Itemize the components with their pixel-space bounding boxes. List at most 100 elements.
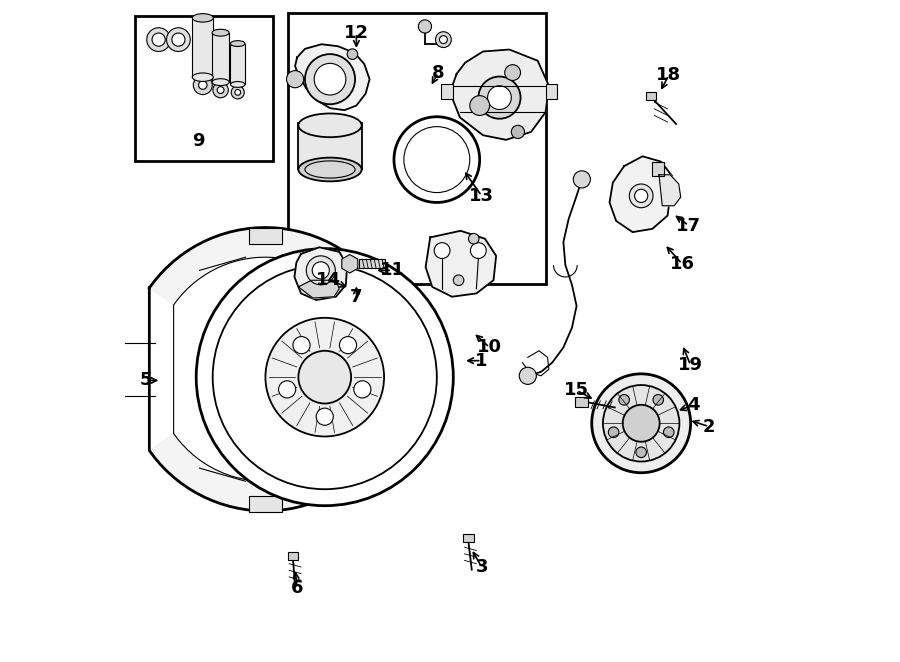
Text: 5: 5: [140, 371, 152, 389]
Circle shape: [478, 77, 520, 118]
Circle shape: [147, 28, 170, 52]
Text: 10: 10: [477, 338, 502, 356]
Circle shape: [608, 427, 619, 438]
Bar: [288, 553, 299, 561]
Circle shape: [404, 126, 470, 193]
Circle shape: [623, 405, 660, 442]
Bar: [249, 228, 282, 244]
Bar: [230, 44, 245, 85]
Ellipse shape: [212, 29, 230, 36]
Circle shape: [314, 64, 346, 95]
Circle shape: [212, 265, 436, 489]
Circle shape: [235, 89, 240, 95]
Text: 13: 13: [469, 187, 494, 205]
Circle shape: [152, 33, 166, 46]
Circle shape: [199, 81, 207, 89]
Bar: [299, 123, 362, 169]
Circle shape: [519, 367, 536, 385]
Ellipse shape: [193, 73, 213, 81]
Text: 9: 9: [192, 132, 204, 150]
Ellipse shape: [230, 81, 245, 87]
Polygon shape: [294, 248, 347, 300]
Bar: [646, 93, 656, 100]
Circle shape: [194, 75, 212, 95]
Circle shape: [279, 381, 296, 398]
Circle shape: [312, 261, 329, 279]
Text: 6: 6: [291, 579, 303, 597]
Circle shape: [454, 275, 464, 285]
Circle shape: [316, 408, 333, 425]
Polygon shape: [342, 254, 358, 273]
Circle shape: [634, 189, 648, 203]
Text: 1: 1: [475, 352, 488, 369]
Circle shape: [354, 381, 371, 398]
Text: 19: 19: [678, 356, 703, 374]
Polygon shape: [149, 228, 407, 511]
Bar: [575, 397, 589, 407]
Circle shape: [511, 125, 525, 138]
Text: 12: 12: [344, 24, 369, 42]
Circle shape: [619, 395, 629, 405]
Circle shape: [286, 71, 303, 88]
Bar: [249, 496, 282, 512]
Circle shape: [471, 243, 486, 258]
Text: 15: 15: [564, 381, 590, 399]
Circle shape: [636, 447, 646, 457]
Bar: [652, 162, 664, 176]
Circle shape: [591, 374, 690, 473]
Polygon shape: [659, 175, 680, 206]
Circle shape: [434, 243, 450, 258]
Circle shape: [505, 65, 520, 81]
Bar: [193, 18, 213, 77]
Circle shape: [470, 95, 490, 115]
Circle shape: [469, 234, 479, 244]
Circle shape: [573, 171, 590, 188]
Circle shape: [652, 395, 663, 405]
Circle shape: [266, 318, 384, 436]
Polygon shape: [232, 297, 319, 442]
Circle shape: [418, 20, 431, 33]
Text: 14: 14: [316, 271, 340, 289]
Text: 8: 8: [432, 64, 445, 81]
Circle shape: [488, 86, 511, 109]
Circle shape: [292, 336, 310, 354]
Bar: [545, 85, 557, 99]
Polygon shape: [299, 280, 339, 298]
Circle shape: [306, 256, 336, 285]
Text: 11: 11: [380, 261, 404, 279]
Ellipse shape: [299, 158, 362, 181]
Circle shape: [172, 33, 185, 46]
Bar: [359, 259, 385, 268]
Circle shape: [603, 385, 680, 461]
Circle shape: [663, 427, 674, 438]
Circle shape: [394, 117, 480, 203]
Polygon shape: [426, 231, 496, 297]
Circle shape: [231, 86, 244, 99]
Polygon shape: [295, 44, 370, 110]
Circle shape: [305, 54, 356, 104]
Text: 7: 7: [350, 288, 363, 306]
Bar: [135, 16, 274, 161]
Ellipse shape: [212, 79, 230, 85]
Circle shape: [347, 49, 357, 60]
Ellipse shape: [230, 40, 245, 46]
Circle shape: [436, 32, 451, 48]
Bar: [441, 85, 454, 99]
Circle shape: [196, 249, 454, 506]
Circle shape: [217, 87, 224, 93]
Circle shape: [629, 184, 653, 208]
Bar: [464, 534, 473, 542]
Text: 18: 18: [656, 66, 681, 84]
Ellipse shape: [193, 14, 213, 22]
Ellipse shape: [305, 161, 356, 178]
Bar: [212, 32, 230, 82]
Ellipse shape: [299, 113, 362, 137]
Circle shape: [299, 351, 351, 404]
Polygon shape: [609, 156, 672, 232]
Bar: [289, 13, 545, 283]
Polygon shape: [450, 50, 549, 140]
Circle shape: [339, 336, 356, 354]
Circle shape: [213, 82, 229, 98]
Text: 17: 17: [676, 216, 701, 234]
Circle shape: [166, 28, 190, 52]
